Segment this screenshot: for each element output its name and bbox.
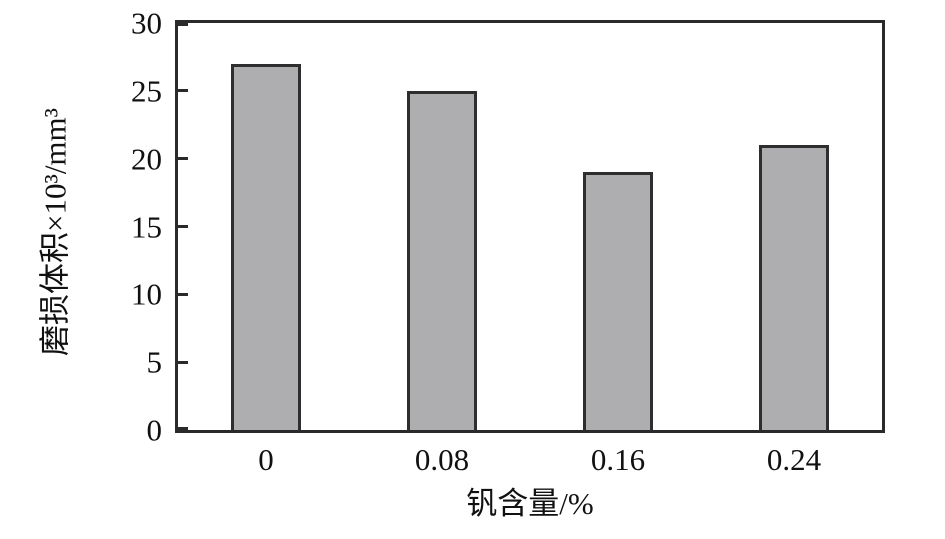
y-tick-mark-10 <box>178 292 188 296</box>
x-tick-label-0.08: 0.08 <box>414 442 470 477</box>
bar-0.16 <box>583 172 653 430</box>
y-tick-label-5: 5 <box>146 344 163 380</box>
y-tick-label-10: 10 <box>131 276 162 312</box>
bar-0.24 <box>759 145 829 430</box>
y-tick-label-25: 25 <box>131 73 162 109</box>
y-tick-mark-30 <box>178 23 188 26</box>
y-tick-mark-25 <box>178 89 188 93</box>
bar-0 <box>231 64 301 430</box>
y-tick-label-15: 15 <box>131 209 162 244</box>
y-tick-label-20: 20 <box>131 141 162 177</box>
y-axis-title: 磨损体积×10³/mm³ <box>37 108 73 356</box>
x-tick-label-0.16: 0.16 <box>590 442 646 477</box>
y-tick-mark-5 <box>178 360 188 364</box>
y-tick-mark-0 <box>178 427 188 430</box>
bar-0.08 <box>407 91 477 430</box>
y-tick-label-30: 30 <box>131 5 162 41</box>
y-tick-mark-20 <box>178 157 188 161</box>
plot-area <box>175 20 885 433</box>
x-tick-label-0.24: 0.24 <box>766 442 822 477</box>
y-tick-label-0: 0 <box>146 412 163 448</box>
x-tick-label-0: 0 <box>258 442 274 477</box>
x-axis-title: 钒含量/% <box>466 486 594 521</box>
y-tick-mark-15 <box>178 225 188 228</box>
